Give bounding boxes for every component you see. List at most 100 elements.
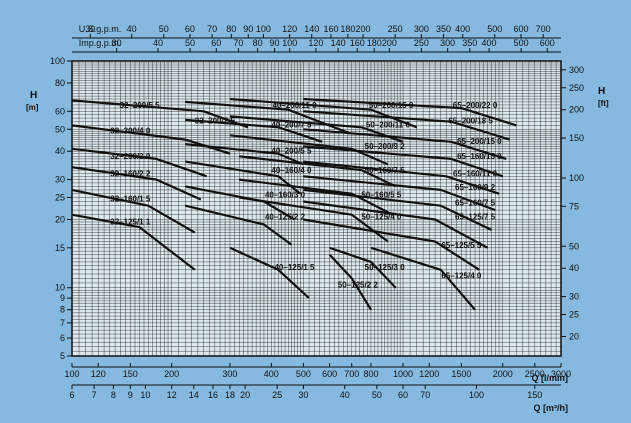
- top-usgpm-tick-label: 60: [185, 24, 195, 34]
- pump-curve: [303, 145, 504, 178]
- bottom-m3h-tick-label: 10: [140, 390, 150, 400]
- curve-label: 40–200/11 0: [272, 101, 317, 110]
- bottom-m3h-tick-label: 60: [398, 390, 408, 400]
- bottom-lmin-tick-label: 400: [264, 369, 279, 379]
- curve-label: 50–125/4 0: [361, 212, 402, 221]
- pump-curve: [185, 160, 302, 195]
- pump-curve: [185, 118, 323, 143]
- top-impgpm-tick-label: 180: [367, 38, 382, 48]
- curve-label: 40–125/2 2: [265, 212, 306, 221]
- top-usgpm-tick-label: 140: [304, 24, 319, 34]
- top-usgpm-tick-label: 50: [159, 24, 169, 34]
- pump-curve: [328, 253, 372, 311]
- top-impgpm-tick-label: 90: [270, 38, 280, 48]
- bottom-m3h-tick-label: 20: [240, 390, 250, 400]
- pump-curve: [370, 246, 476, 311]
- top-impgpm-tick-label: 120: [308, 38, 323, 48]
- bottom-m3h-tick-label: 14: [189, 390, 199, 400]
- pump-curve: [185, 204, 293, 246]
- top-usgpm-tick-label: 100: [256, 24, 271, 34]
- left-axis-tick-label: 10: [55, 283, 65, 293]
- curve-label: 32–200/5 5: [120, 101, 161, 110]
- bottom-lmin-tick-label: 200: [164, 369, 179, 379]
- left-axis-title: H: [30, 90, 37, 101]
- bottom-lmin-tick-label: 150: [123, 369, 138, 379]
- bottom-m3h-tick-label: 8: [111, 390, 116, 400]
- left-axis-tick-label: 50: [55, 124, 65, 134]
- top-impgpm-tick-label: 250: [414, 38, 429, 48]
- top-impgpm-tick-label: 350: [462, 38, 477, 48]
- curve-label: 50–200/15 0: [369, 101, 414, 110]
- top-usgpm-tick-label: 40: [127, 24, 137, 34]
- curve-label: 50–200/11 0: [366, 120, 411, 129]
- curve-label: 65–160/15 0: [457, 152, 502, 161]
- pump-curve: [303, 188, 492, 231]
- top-impgpm-tick-label: 50: [185, 38, 195, 48]
- top-impgpm-tick-label: 30: [112, 38, 122, 48]
- curve-label: 65–200/18 5: [448, 117, 493, 126]
- left-axis-tick-label: 20: [55, 214, 65, 224]
- top-usgpm-tick-label: 700: [536, 24, 551, 34]
- bottom-lmin-tick-label: 2000: [493, 369, 513, 379]
- right-axis-tick-label: 250: [569, 83, 584, 93]
- bottom-lmin-tick-label: 700: [344, 369, 359, 379]
- top-impgpm-tick-label: 140: [331, 38, 346, 48]
- bottom-m3h-tick-label: 9: [128, 390, 133, 400]
- top-usgpm-axis-title: U.S.g.p.m.: [79, 24, 122, 34]
- left-axis-tick-label: 9: [60, 293, 65, 303]
- pump-curve: [229, 134, 389, 166]
- bottom-m3h-tick-label: 30: [298, 390, 308, 400]
- pump-curve: [229, 97, 418, 129]
- bottom-lmin-tick-label: 600: [322, 369, 337, 379]
- top-impgpm-tick-label: 600: [540, 38, 555, 48]
- bottom-m3h-tick-label: 6: [69, 390, 74, 400]
- right-axis-tick-label: 40: [569, 263, 579, 273]
- pump-curve: [71, 124, 231, 155]
- top-usgpm-tick-label: 300: [414, 24, 429, 34]
- left-axis-tick-label: 25: [55, 193, 65, 203]
- pump-curve: [303, 128, 507, 160]
- top-impgpm-tick-label: 500: [514, 38, 529, 48]
- pump-curve: [71, 166, 202, 201]
- curve-label: 40–160/4 0: [271, 166, 312, 175]
- top-impgpm-tick-label: 40: [153, 38, 163, 48]
- bottom-m3h-tick-label: 70: [420, 390, 430, 400]
- bottom-lmin-tick-label: 120: [91, 369, 106, 379]
- top-usgpm-tick-label: 250: [388, 24, 403, 34]
- curve-label: 32–200/4 0: [110, 126, 151, 135]
- bottom-lmin-tick-label: 2500: [525, 369, 545, 379]
- top-usgpm-tick-label: 120: [282, 24, 297, 34]
- left-axis-tick-label: 5: [60, 351, 65, 361]
- curve-label: 50–200/9 2: [365, 142, 406, 151]
- right-axis-unit: [ft]: [598, 99, 609, 108]
- pump-curve: [185, 143, 304, 166]
- right-axis-tick-label: 50: [569, 241, 579, 251]
- top-impgpm-tick-label: 60: [211, 38, 221, 48]
- curve-label: 40–200/7 5: [271, 120, 312, 129]
- curve-label: 65–200/15 0: [457, 137, 502, 146]
- bottom-m3h-tick-label: 100: [469, 390, 484, 400]
- top-usgpm-tick-label: 500: [487, 24, 502, 34]
- left-axis-tick-label: 7: [60, 318, 65, 328]
- pump-curve: [303, 97, 517, 127]
- bottom-lmin-tick-label: 1000: [393, 369, 413, 379]
- top-impgpm-tick-label: 160: [350, 38, 365, 48]
- top-usgpm-tick-label: 400: [455, 24, 470, 34]
- top-impgpm-tick-label: 300: [440, 38, 455, 48]
- curve-label: 65–200/22 0: [453, 101, 498, 110]
- curve-label: 65–125/5 5: [441, 241, 482, 250]
- bottom-lmin-tick-label: 100: [64, 369, 79, 379]
- curve-label: 40–200/5 5: [271, 147, 312, 156]
- pump-curve: [303, 110, 511, 141]
- curve-label: 65–160/9 2: [455, 183, 496, 192]
- curve-label: 40–160/3 0: [265, 191, 306, 200]
- curve-label: 50–125/2 2: [338, 281, 379, 290]
- top-usgpm-tick-label: 30: [85, 24, 95, 34]
- right-axis-tick-label: 300: [569, 65, 584, 75]
- top-impgpm-axis-title: Imp.g.p.m.: [79, 38, 122, 48]
- bottom-lmin-tick-label: 300: [222, 369, 237, 379]
- bottom-lmin-tick-label: 800: [363, 369, 378, 379]
- curve-label: 50–160/7 5: [365, 166, 406, 175]
